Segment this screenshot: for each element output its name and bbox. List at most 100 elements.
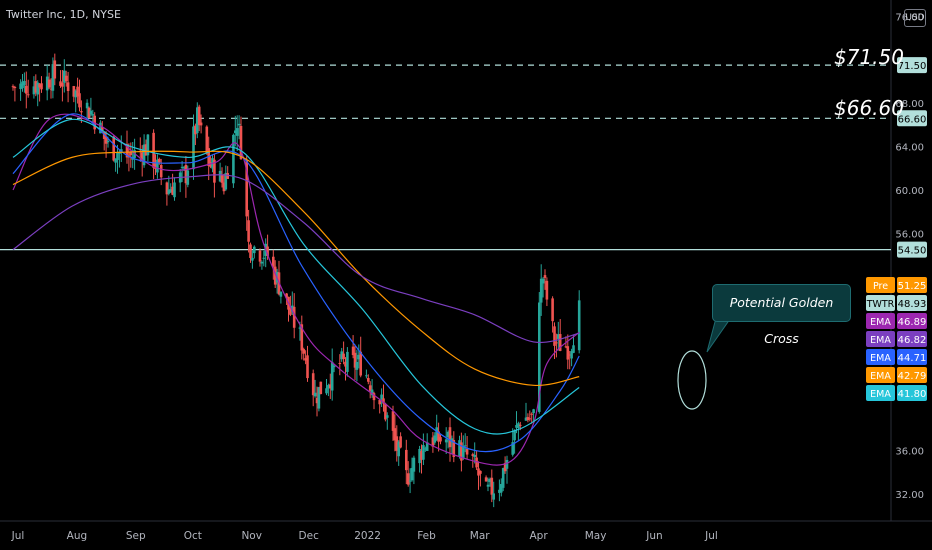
- candle-body: [558, 334, 562, 351]
- level-71-label: $71.50: [834, 45, 904, 69]
- candle-body: [342, 353, 345, 360]
- candle-body: [465, 448, 469, 455]
- candle-body: [367, 377, 370, 382]
- candle-body: [272, 256, 275, 267]
- candle-body: [63, 70, 66, 83]
- candle-body: [32, 86, 36, 95]
- candle-body: [167, 189, 171, 194]
- x-axis-label: Jul: [704, 530, 718, 542]
- badge-value: 44.71: [898, 353, 927, 364]
- candle-body: [557, 334, 560, 339]
- candle-body: [532, 409, 535, 414]
- candle-body: [437, 431, 440, 442]
- candle-body: [74, 90, 77, 98]
- candle-body: [76, 86, 79, 97]
- candle-body: [355, 362, 359, 370]
- badge-value: 41.80: [898, 389, 927, 400]
- x-axis-label: Jun: [645, 530, 662, 542]
- candle-body: [395, 436, 399, 451]
- candle-body: [515, 425, 518, 428]
- candle-body: [460, 442, 463, 461]
- candle-body: [486, 484, 490, 487]
- candle-body: [169, 189, 172, 193]
- candle-body: [253, 246, 256, 254]
- candle-body: [471, 454, 475, 456]
- candle-body: [577, 300, 581, 351]
- ema-line-2: [12, 113, 580, 453]
- ema-line-1: [12, 113, 580, 466]
- candle-body: [332, 365, 336, 368]
- candle-body: [568, 354, 571, 356]
- candle-body: [380, 394, 383, 400]
- candle-body: [197, 106, 201, 126]
- y-tick-label: 56.00: [895, 229, 924, 240]
- candle-body: [180, 166, 184, 168]
- candle-body: [11, 86, 15, 88]
- candle-body: [26, 94, 30, 96]
- y-tick-label: 76.00: [895, 12, 924, 23]
- candle-body: [450, 438, 454, 443]
- candle-body: [300, 324, 304, 351]
- badge-value-box: [897, 331, 927, 347]
- candle-body: [102, 132, 106, 139]
- candle-body: [346, 351, 349, 372]
- candle-body: [399, 436, 402, 448]
- candle-body: [420, 451, 423, 460]
- candle-body: [365, 375, 368, 377]
- level-66-label: $66.60: [834, 96, 904, 120]
- currency-button[interactable]: USD: [904, 9, 926, 27]
- price-level-value: 54.50: [898, 246, 927, 257]
- candle-body: [34, 81, 38, 93]
- candle-body: [391, 411, 395, 431]
- candle-body: [431, 437, 435, 447]
- candle-body: [106, 140, 110, 143]
- candle-body: [386, 415, 389, 418]
- candle-body: [205, 126, 209, 153]
- badge-name-box: [866, 331, 895, 347]
- candle-body: [359, 351, 362, 376]
- candle-body: [340, 351, 343, 360]
- candle-body: [528, 418, 532, 420]
- candle-body: [220, 174, 224, 183]
- candle-body: [351, 346, 355, 356]
- candle-body: [452, 440, 456, 457]
- candle-body: [171, 186, 174, 195]
- candle-body: [315, 397, 319, 404]
- candle-body: [192, 126, 195, 170]
- candle-body: [311, 373, 315, 396]
- price-level-value: 71.50: [898, 61, 927, 72]
- candle-body: [425, 442, 429, 451]
- candle-body: [158, 158, 161, 163]
- badge-value-box: [897, 313, 927, 329]
- candle-body: [570, 351, 573, 359]
- candle-body: [291, 305, 294, 312]
- candle-body: [78, 93, 81, 108]
- candle-body: [368, 385, 372, 391]
- candle-body: [405, 449, 408, 471]
- candle-body: [125, 144, 129, 158]
- candle-body: [239, 125, 243, 160]
- candle-body: [435, 427, 438, 441]
- chart-title: Twitter Inc, 1D, NYSE: [6, 8, 121, 21]
- candle-body: [262, 257, 266, 259]
- candle-body: [545, 280, 549, 300]
- y-tick-label: 32.00: [895, 490, 924, 501]
- badge-value-box: [897, 367, 927, 383]
- candle-body: [397, 441, 400, 457]
- x-axis-label: 2022: [354, 530, 381, 542]
- candle-body: [313, 392, 317, 397]
- candle-body: [218, 170, 222, 182]
- candle-body: [490, 477, 494, 495]
- candle-body: [338, 362, 342, 364]
- candle-body: [266, 246, 269, 256]
- candle-body: [25, 85, 28, 94]
- candle-body: [89, 110, 93, 115]
- golden-cross-callout: Potential Golden Cross: [712, 284, 851, 346]
- candle-body: [23, 80, 26, 86]
- candle-body: [285, 293, 288, 298]
- candle-body: [418, 449, 421, 464]
- x-axis-label: Feb: [417, 530, 436, 542]
- candle-body: [448, 427, 452, 448]
- badge-name: EMA: [870, 317, 891, 328]
